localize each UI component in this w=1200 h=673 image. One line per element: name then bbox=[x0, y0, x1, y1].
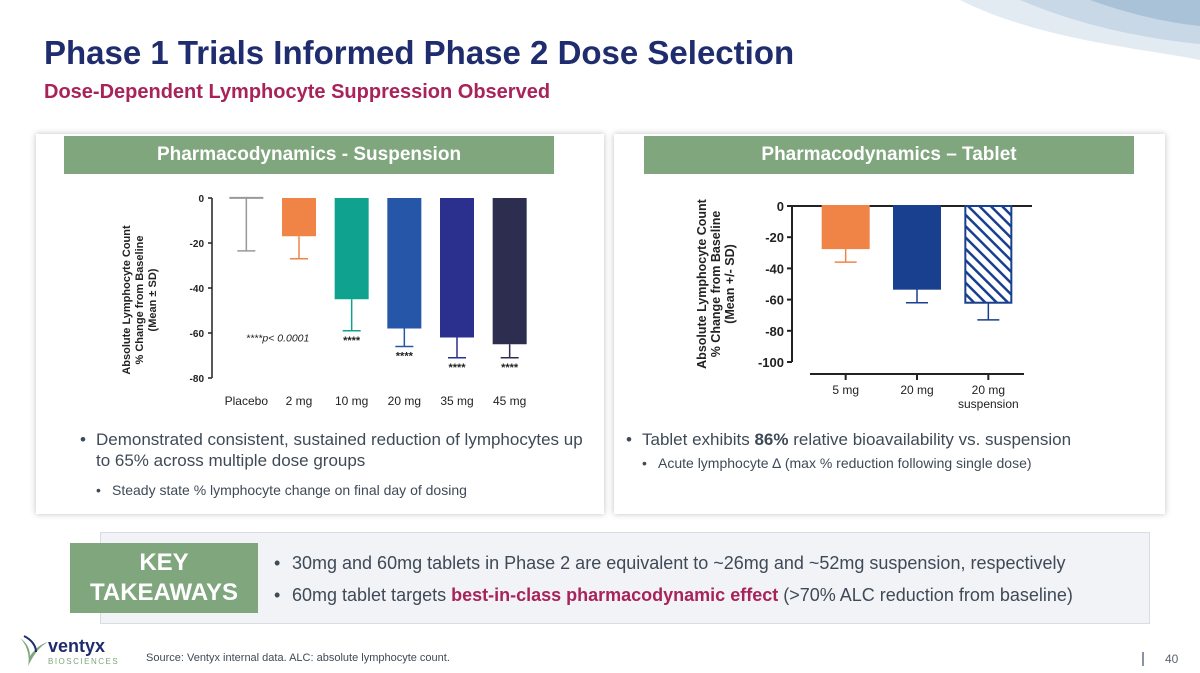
tablet-bar bbox=[893, 205, 941, 290]
logo-tagline: BIOSCIENCES bbox=[48, 657, 119, 666]
suspension-y-axis-label: Absolute Lymphocyte Count% Change from B… bbox=[121, 225, 159, 375]
tablet-bullet-main-post: relative bioavailability vs. suspension bbox=[788, 430, 1072, 449]
suspension-x-tick-label: 35 mg bbox=[440, 394, 473, 408]
suspension-x-tick-label: 2 mg bbox=[286, 394, 313, 408]
tablet-bar bbox=[821, 205, 870, 250]
suspension-bar bbox=[282, 198, 316, 237]
source-note: Source: Ventyx internal data. ALC: absol… bbox=[146, 652, 450, 664]
suspension-x-tick-label: 20 mg bbox=[388, 394, 421, 408]
tablet-y-axis-label-line: Absolute Lymphocyte Count bbox=[695, 198, 709, 369]
suspension-bullet-main: Demonstrated consistent, sustained reduc… bbox=[80, 429, 590, 471]
suspension-y-tick-label: 0 bbox=[198, 194, 204, 205]
suspension-bullets: Demonstrated consistent, sustained reduc… bbox=[80, 429, 590, 499]
key-takeaway-1: 30mg and 60mg tablets in Phase 2 are equ… bbox=[274, 553, 1073, 574]
suspension-significance-label: **** bbox=[396, 351, 414, 363]
suspension-bar bbox=[492, 198, 527, 345]
suspension-panel: Pharmacodynamics - Suspension Absolute L… bbox=[36, 134, 604, 514]
key-takeaway-2: 60mg tablet targets best-in-class pharma… bbox=[274, 585, 1073, 606]
suspension-panel-header: Pharmacodynamics - Suspension bbox=[64, 136, 554, 174]
suspension-x-tick-label: 45 mg bbox=[493, 394, 526, 408]
tablet-y-axis-label-line: % Change from Baseline bbox=[709, 211, 723, 358]
tablet-bar bbox=[964, 205, 1013, 304]
suspension-x-tick-label: Placebo bbox=[225, 394, 269, 408]
suspension-y-tick-label: -80 bbox=[190, 374, 205, 385]
tablet-panel: Pharmacodynamics – Tablet Absolute Lymph… bbox=[614, 134, 1165, 514]
ventyx-logo: ventyx BIOSCIENCES bbox=[20, 635, 119, 666]
page-number-separator bbox=[1142, 652, 1144, 666]
tablet-bar-chart: Absolute Lymphocyte Count% Change from B… bbox=[695, 198, 1032, 411]
tablet-bullet-main: Tablet exhibits 86% relative bioavailabi… bbox=[626, 429, 1146, 450]
suspension-y-axis-label-line: Absolute Lymphocyte Count bbox=[121, 225, 133, 375]
key-takeaway-2-pre: 60mg tablet targets bbox=[292, 585, 452, 605]
tablet-bullets: Tablet exhibits 86% relative bioavailabi… bbox=[626, 429, 1146, 472]
tablet-y-axis-label: Absolute Lymphocyte Count% Change from B… bbox=[695, 198, 737, 369]
tablet-bullet-sub: Acute lymphocyte ∆ (max % reduction foll… bbox=[642, 454, 1146, 472]
page-subtitle: Dose-Dependent Lymphocyte Suppression Ob… bbox=[44, 81, 551, 103]
tablet-x-tick-label: 20 mg bbox=[972, 383, 1005, 397]
key-takeaways-area bbox=[100, 532, 1150, 624]
tablet-bullet-main-bold: 86% bbox=[754, 430, 789, 449]
logo-wordmark: ventyx bbox=[48, 636, 105, 656]
tablet-y-tick-label: 0 bbox=[777, 199, 784, 214]
key-takeaways-label: KEY TAKEAWAYS bbox=[70, 543, 258, 613]
suspension-significance-label: **** bbox=[343, 335, 361, 347]
tablet-y-axis-label-line: (Mean +/- SD) bbox=[723, 244, 737, 324]
suspension-bullet-sub: Steady state % lymphocyte change on fina… bbox=[96, 481, 590, 499]
tablet-y-tick-label: -40 bbox=[765, 261, 784, 276]
key-takeaway-2-post: (>70% ALC reduction from baseline) bbox=[778, 585, 1073, 605]
tablet-y-tick-label: -20 bbox=[765, 230, 784, 245]
suspension-y-axis-label-line: % Change from Baseline bbox=[134, 236, 146, 365]
tablet-y-tick-label: -80 bbox=[765, 324, 784, 339]
suspension-x-tick-label: 10 mg bbox=[335, 394, 368, 408]
suspension-y-tick-label: -20 bbox=[190, 239, 205, 250]
page-number: 40 bbox=[1165, 652, 1179, 666]
suspension-significance-label: **** bbox=[501, 362, 519, 374]
key-takeaway-2-highlight: best-in-class pharmacodynamic effect bbox=[451, 585, 779, 605]
key-takeaways-label-line1: KEY bbox=[139, 549, 189, 576]
tablet-y-tick-label: -60 bbox=[765, 293, 784, 308]
tablet-panel-header: Pharmacodynamics – Tablet bbox=[644, 136, 1134, 174]
page-title: Phase 1 Trials Informed Phase 2 Dose Sel… bbox=[44, 34, 795, 71]
tablet-y-tick-label: -100 bbox=[758, 355, 784, 370]
tablet-x-tick-label: 20 mg bbox=[900, 383, 933, 397]
header-swoosh-decoration bbox=[960, 0, 1200, 60]
suspension-y-tick-label: -40 bbox=[190, 284, 205, 295]
suspension-y-tick-label: -60 bbox=[190, 329, 205, 340]
suspension-bar bbox=[334, 198, 369, 300]
key-takeaways-bullets: 30mg and 60mg tablets in Phase 2 are equ… bbox=[274, 553, 1073, 617]
suspension-bar bbox=[440, 198, 474, 338]
suspension-significance-label: **** bbox=[448, 362, 466, 374]
suspension-significance-note: ****p< 0.0001 bbox=[246, 333, 309, 345]
suspension-bar-chart: Absolute Lymphocyte Count% Change from B… bbox=[121, 194, 527, 408]
key-takeaways-label-line2: TAKEAWAYS bbox=[89, 579, 239, 606]
tablet-bullet-main-pre: Tablet exhibits bbox=[642, 430, 755, 449]
suspension-y-axis-label-line: (Mean ± SD) bbox=[147, 268, 159, 331]
tablet-x-tick-label: suspension bbox=[958, 397, 1019, 411]
suspension-bar bbox=[387, 198, 422, 329]
tablet-x-tick-label: 5 mg bbox=[832, 383, 859, 397]
